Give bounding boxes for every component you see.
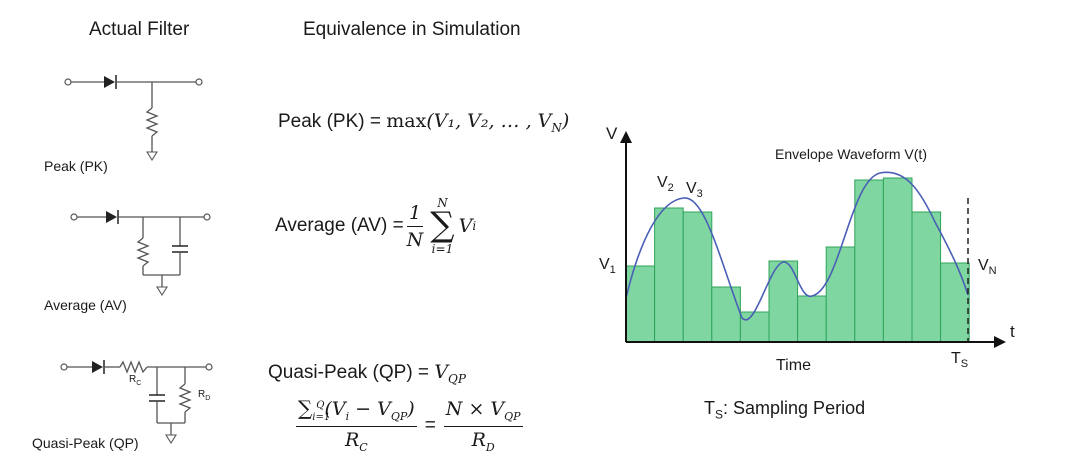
sample-bars	[626, 178, 969, 342]
ts-label: TS	[951, 350, 968, 370]
sampling-period-caption: TS: Sampling Period	[704, 398, 865, 422]
sample-bar	[626, 266, 655, 342]
v1-label: V1	[599, 256, 616, 276]
v3-label: V3	[686, 180, 703, 200]
sample-bar	[855, 180, 884, 342]
sample-bar	[740, 312, 769, 342]
y-axis-label: V	[606, 124, 617, 144]
sample-bar	[655, 208, 684, 342]
sample-bar	[683, 212, 712, 342]
envelope-label: Envelope Waveform V(t)	[775, 146, 927, 162]
sample-bar	[941, 263, 970, 342]
sample-bar	[912, 212, 941, 342]
sample-bar	[826, 247, 855, 342]
v2-label: V2	[657, 174, 674, 194]
x-axis-label: t	[1010, 322, 1015, 342]
vn-label: VN	[978, 257, 997, 277]
sample-bar	[883, 178, 912, 342]
sample-bar	[712, 287, 741, 342]
x-axis-arrow	[994, 336, 1006, 348]
y-axis-arrow	[620, 131, 632, 143]
sample-bar	[798, 296, 827, 342]
time-axis-label: Time	[776, 357, 811, 375]
